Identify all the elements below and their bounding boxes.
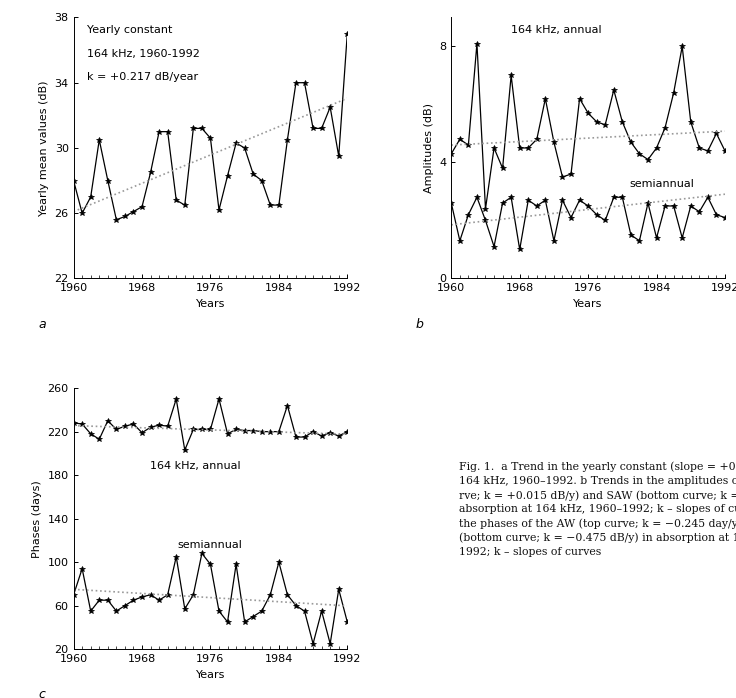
Text: Yearly constant: Yearly constant (88, 25, 173, 36)
Y-axis label: Yearly mean values (dB): Yearly mean values (dB) (39, 80, 49, 216)
Text: k = +0.217 dB/year: k = +0.217 dB/year (88, 73, 199, 82)
Y-axis label: Phases (days): Phases (days) (32, 480, 42, 558)
X-axis label: Years: Years (196, 669, 225, 680)
Text: semiannual: semiannual (629, 179, 694, 189)
Text: 164 kHz, annual: 164 kHz, annual (512, 25, 602, 36)
Y-axis label: Amplitudes (dB): Amplitudes (dB) (424, 103, 434, 193)
Text: b: b (416, 318, 424, 331)
X-axis label: Years: Years (573, 299, 603, 309)
Text: Fig. 1.  a Trend in the yearly constant (slope = +0.217 dB/y) at
164 kHz, 1960–1: Fig. 1. a Trend in the yearly constant (… (459, 461, 736, 556)
Text: 164 kHz, annual: 164 kHz, annual (150, 461, 241, 471)
Text: a: a (38, 318, 46, 331)
Text: semiannual: semiannual (177, 540, 242, 549)
Text: 164 kHz, 1960-1992: 164 kHz, 1960-1992 (88, 49, 200, 59)
X-axis label: Years: Years (196, 299, 225, 309)
Text: c: c (38, 688, 45, 698)
